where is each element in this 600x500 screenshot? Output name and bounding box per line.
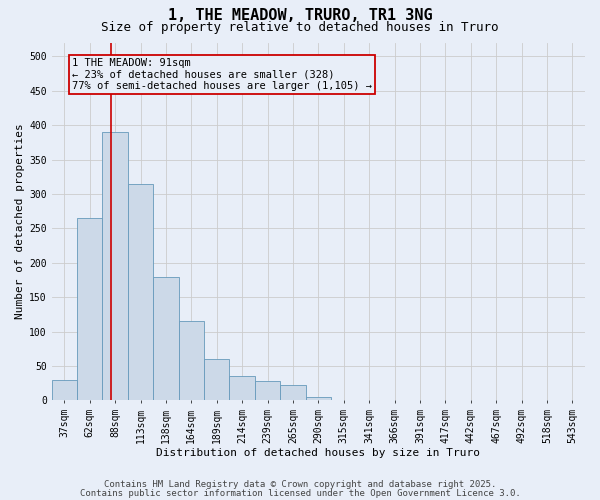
Y-axis label: Number of detached properties: Number of detached properties — [15, 124, 25, 320]
Text: Contains HM Land Registry data © Crown copyright and database right 2025.: Contains HM Land Registry data © Crown c… — [104, 480, 496, 489]
Bar — [103, 132, 128, 400]
Bar — [204, 359, 229, 401]
Text: Size of property relative to detached houses in Truro: Size of property relative to detached ho… — [101, 21, 499, 34]
Bar — [77, 218, 103, 400]
Bar — [305, 397, 331, 400]
Text: 1, THE MEADOW, TRURO, TR1 3NG: 1, THE MEADOW, TRURO, TR1 3NG — [167, 8, 433, 22]
Text: 1 THE MEADOW: 91sqm
← 23% of detached houses are smaller (328)
77% of semi-detac: 1 THE MEADOW: 91sqm ← 23% of detached ho… — [72, 58, 372, 91]
Bar — [52, 380, 77, 400]
Bar — [153, 276, 179, 400]
Bar — [179, 322, 204, 400]
Bar — [280, 386, 305, 400]
X-axis label: Distribution of detached houses by size in Truro: Distribution of detached houses by size … — [157, 448, 481, 458]
Bar — [229, 376, 255, 400]
Bar — [128, 184, 153, 400]
Bar — [255, 381, 280, 400]
Text: Contains public sector information licensed under the Open Government Licence 3.: Contains public sector information licen… — [80, 488, 520, 498]
